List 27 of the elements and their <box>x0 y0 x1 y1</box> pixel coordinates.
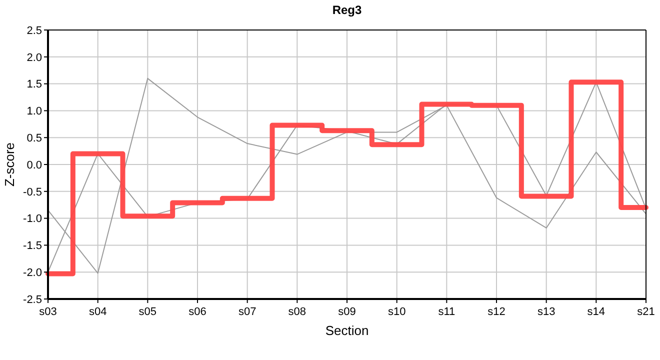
x-tick-label: s09 <box>338 306 356 318</box>
y-tick-label: 0.5 <box>26 132 42 144</box>
x-tick-label: s12 <box>488 306 506 318</box>
x-tick-label: s05 <box>138 306 157 318</box>
x-tick-label: s13 <box>537 306 556 318</box>
y-tick-label: 1.5 <box>26 78 42 91</box>
x-tick-label: s21 <box>637 306 655 318</box>
y-tick-label: 0.0 <box>26 159 42 172</box>
x-axis-title: Section <box>325 323 369 338</box>
x-tick-label: s04 <box>88 306 107 318</box>
x-tick-label: s07 <box>238 306 256 318</box>
y-tick-label: -0.5 <box>23 186 42 198</box>
y-tick-label: 2.0 <box>26 52 42 64</box>
y-tick-label: -1.5 <box>23 240 42 252</box>
x-tick-label: s08 <box>288 306 306 318</box>
y-tick-label: -2.5 <box>23 294 42 306</box>
y-tick-label: -1.0 <box>23 213 42 226</box>
y-tick-label: 2.5 <box>26 24 42 37</box>
x-tick-label: s11 <box>438 306 456 318</box>
x-tick-label: s06 <box>188 306 206 318</box>
y-tick-label: -2.0 <box>23 266 42 279</box>
x-tick-label: s10 <box>388 306 406 318</box>
x-tick-label: s14 <box>587 306 606 318</box>
y-tick-label: 1.0 <box>26 106 42 118</box>
chart-title: Reg3 <box>332 3 362 17</box>
y-axis-title: Z-score <box>2 142 17 187</box>
x-tick-label: s03 <box>39 306 57 318</box>
